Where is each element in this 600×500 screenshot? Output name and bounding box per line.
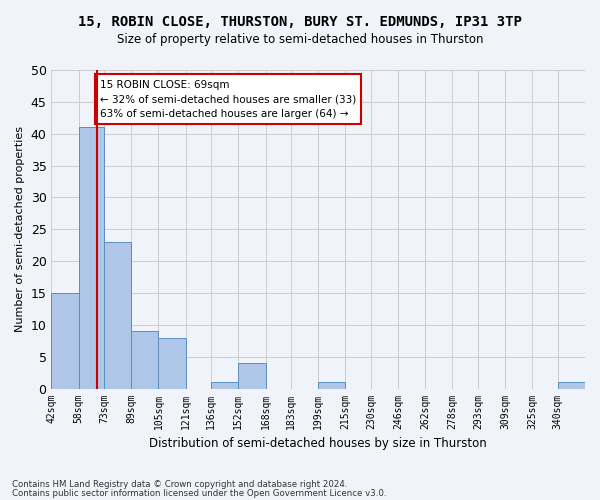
Bar: [104, 242, 131, 388]
Bar: [211, 382, 238, 388]
Y-axis label: Number of semi-detached properties: Number of semi-detached properties: [15, 126, 25, 332]
X-axis label: Distribution of semi-detached houses by size in Thurston: Distribution of semi-detached houses by …: [149, 437, 487, 450]
Bar: [318, 382, 346, 388]
Bar: [79, 128, 104, 388]
Text: 15, ROBIN CLOSE, THURSTON, BURY ST. EDMUNDS, IP31 3TP: 15, ROBIN CLOSE, THURSTON, BURY ST. EDMU…: [78, 15, 522, 29]
Bar: [558, 382, 585, 388]
Bar: [158, 338, 185, 388]
Bar: [238, 363, 266, 388]
Bar: [52, 293, 79, 388]
Text: Contains HM Land Registry data © Crown copyright and database right 2024.: Contains HM Land Registry data © Crown c…: [12, 480, 347, 489]
Bar: [131, 331, 158, 388]
Text: Size of property relative to semi-detached houses in Thurston: Size of property relative to semi-detach…: [117, 32, 483, 46]
Text: 15 ROBIN CLOSE: 69sqm
← 32% of semi-detached houses are smaller (33)
63% of semi: 15 ROBIN CLOSE: 69sqm ← 32% of semi-deta…: [100, 80, 356, 119]
Text: Contains public sector information licensed under the Open Government Licence v3: Contains public sector information licen…: [12, 488, 386, 498]
